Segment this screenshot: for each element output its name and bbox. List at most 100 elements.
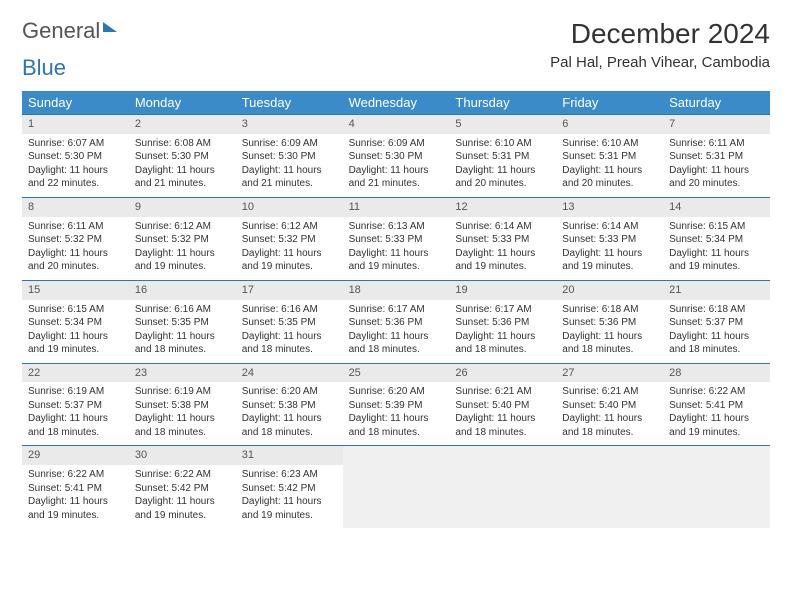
daylight-line: Daylight: 11 hours and 18 minutes. [242, 412, 337, 439]
calendar-day-cell: 26Sunrise: 6:21 AMSunset: 5:40 PMDayligh… [449, 364, 556, 446]
sunset-line: Sunset: 5:32 PM [135, 233, 230, 247]
day-number: 5 [449, 115, 556, 134]
daylight-line: Daylight: 11 hours and 19 minutes. [669, 247, 764, 274]
calendar-weeks: 1Sunrise: 6:07 AMSunset: 5:30 PMDaylight… [22, 114, 770, 528]
calendar-week-row: 29Sunrise: 6:22 AMSunset: 5:41 PMDayligh… [22, 445, 770, 528]
calendar-day-cell: 12Sunrise: 6:14 AMSunset: 5:33 PMDayligh… [449, 198, 556, 280]
daylight-line: Daylight: 11 hours and 18 minutes. [562, 330, 657, 357]
day-header-cell: Monday [129, 91, 236, 114]
daylight-line: Daylight: 11 hours and 18 minutes. [349, 330, 444, 357]
daylight-line: Daylight: 11 hours and 20 minutes. [669, 164, 764, 191]
day-number: 1 [22, 115, 129, 134]
sunrise-line: Sunrise: 6:13 AM [349, 220, 444, 234]
calendar-day-cell: 7Sunrise: 6:11 AMSunset: 5:31 PMDaylight… [663, 115, 770, 197]
daylight-line: Daylight: 11 hours and 19 minutes. [455, 247, 550, 274]
calendar-week-row: 22Sunrise: 6:19 AMSunset: 5:37 PMDayligh… [22, 363, 770, 446]
sunset-line: Sunset: 5:41 PM [28, 482, 123, 496]
day-header-cell: Tuesday [236, 91, 343, 114]
daylight-line: Daylight: 11 hours and 19 minutes. [669, 412, 764, 439]
sunset-line: Sunset: 5:33 PM [349, 233, 444, 247]
calendar-day-cell: 13Sunrise: 6:14 AMSunset: 5:33 PMDayligh… [556, 198, 663, 280]
day-header-cell: Friday [556, 91, 663, 114]
sunrise-line: Sunrise: 6:09 AM [349, 137, 444, 151]
sunset-line: Sunset: 5:40 PM [562, 399, 657, 413]
day-number: 2 [129, 115, 236, 134]
sunrise-line: Sunrise: 6:14 AM [455, 220, 550, 234]
calendar-day-cell: 18Sunrise: 6:17 AMSunset: 5:36 PMDayligh… [343, 281, 450, 363]
calendar-day-cell: 3Sunrise: 6:09 AMSunset: 5:30 PMDaylight… [236, 115, 343, 197]
daylight-line: Daylight: 11 hours and 18 minutes. [562, 412, 657, 439]
daylight-line: Daylight: 11 hours and 18 minutes. [135, 412, 230, 439]
sunset-line: Sunset: 5:31 PM [669, 150, 764, 164]
calendar-day-cell: 27Sunrise: 6:21 AMSunset: 5:40 PMDayligh… [556, 364, 663, 446]
sunset-line: Sunset: 5:38 PM [135, 399, 230, 413]
sunrise-line: Sunrise: 6:15 AM [669, 220, 764, 234]
calendar-day-cell: 24 Sunrise: 6:20 AMSunset: 5:38 PMDayligh… [236, 364, 343, 446]
day-number: 6 [556, 115, 663, 134]
sunrise-line: Sunrise: 6:20 AM [242, 385, 337, 399]
sunset-line: Sunset: 5:30 PM [349, 150, 444, 164]
sunset-line: Sunset: 5:31 PM [562, 150, 657, 164]
sunrise-line: Sunrise: 6:21 AM [562, 385, 657, 399]
page-location: Pal Hal, Preah Vihear, Cambodia [550, 54, 770, 71]
daylight-line: Daylight: 11 hours and 21 minutes. [135, 164, 230, 191]
daylight-line: Daylight: 11 hours and 19 minutes. [242, 495, 337, 522]
calendar-day-cell: 19Sunrise: 6:17 AMSunset: 5:36 PMDayligh… [449, 281, 556, 363]
day-number: 17 [236, 281, 343, 300]
sunset-line: Sunset: 5:34 PM [669, 233, 764, 247]
sunrise-line: Sunrise: 6:17 AM [455, 303, 550, 317]
sunset-line: Sunset: 5:41 PM [669, 399, 764, 413]
daylight-line: Daylight: 11 hours and 18 minutes. [455, 330, 550, 357]
logo: General [22, 18, 117, 44]
sunrise-line: Sunrise: 6:08 AM [135, 137, 230, 151]
sunrise-line: Sunrise: 6:11 AM [669, 137, 764, 151]
sunset-line: Sunset: 5:30 PM [135, 150, 230, 164]
day-number: 15 [22, 281, 129, 300]
sunset-line: Sunset: 5:30 PM [242, 150, 337, 164]
daylight-line: Daylight: 11 hours and 20 minutes. [562, 164, 657, 191]
daylight-line: Daylight: 11 hours and 19 minutes. [349, 247, 444, 274]
day-header-cell: Sunday [22, 91, 129, 114]
calendar-day-cell: 25Sunrise: 6:20 AMSunset: 5:39 PMDayligh… [343, 364, 450, 446]
day-number: 3 [236, 115, 343, 134]
calendar-week-row: 15Sunrise: 6:15 AMSunset: 5:34 PMDayligh… [22, 280, 770, 363]
daylight-line: Daylight: 11 hours and 18 minutes. [669, 330, 764, 357]
sunset-line: Sunset: 5:38 PM [242, 399, 337, 413]
calendar-day-cell: 9Sunrise: 6:12 AMSunset: 5:32 PMDaylight… [129, 198, 236, 280]
sunrise-line: Sunrise: 6:22 AM [135, 468, 230, 482]
logo-text-general: General [22, 18, 100, 44]
sunset-line: Sunset: 5:31 PM [455, 150, 550, 164]
calendar-empty-cell [343, 446, 450, 528]
sunrise-line: Sunrise: 6:09 AM [242, 137, 337, 151]
calendar-day-cell: 20Sunrise: 6:18 AMSunset: 5:36 PMDayligh… [556, 281, 663, 363]
calendar-day-cell: 17Sunrise: 6:16 AMSunset: 5:35 PMDayligh… [236, 281, 343, 363]
sunrise-line: Sunrise: 6:07 AM [28, 137, 123, 151]
sunrise-line: Sunrise: 6:18 AM [669, 303, 764, 317]
calendar-week-row: 1Sunrise: 6:07 AMSunset: 5:30 PMDaylight… [22, 114, 770, 197]
day-header-cell: Thursday [449, 91, 556, 114]
sunset-line: Sunset: 5:33 PM [455, 233, 550, 247]
sunset-line: Sunset: 5:36 PM [455, 316, 550, 330]
daylight-line: Daylight: 11 hours and 18 minutes. [455, 412, 550, 439]
sunrise-line: Sunrise: 6:12 AM [242, 220, 337, 234]
day-number: 22 [22, 364, 129, 383]
daylight-line: Daylight: 11 hours and 20 minutes. [455, 164, 550, 191]
sunrise-line: Sunrise: 6:14 AM [562, 220, 657, 234]
daylight-line: Daylight: 11 hours and 19 minutes. [242, 247, 337, 274]
calendar-day-cell: 21Sunrise: 6:18 AMSunset: 5:37 PMDayligh… [663, 281, 770, 363]
day-header-cell: Wednesday [343, 91, 450, 114]
calendar-day-cell: 11Sunrise: 6:13 AMSunset: 5:33 PMDayligh… [343, 198, 450, 280]
sunrise-line: Sunrise: 6:11 AM [28, 220, 123, 234]
calendar-day-cell: 5Sunrise: 6:10 AMSunset: 5:31 PMDaylight… [449, 115, 556, 197]
calendar-day-cell: 14Sunrise: 6:15 AMSunset: 5:34 PMDayligh… [663, 198, 770, 280]
day-number: 24 [236, 364, 343, 383]
sunrise-line: Sunrise: 6:23 AM [242, 468, 337, 482]
sunset-line: Sunset: 5:37 PM [28, 399, 123, 413]
sunrise-line: Sunrise: 6:20 AM [349, 385, 444, 399]
sunset-line: Sunset: 5:36 PM [349, 316, 444, 330]
day-number: 26 [449, 364, 556, 383]
day-number: 28 [663, 364, 770, 383]
daylight-line: Daylight: 11 hours and 20 minutes. [28, 247, 123, 274]
day-number: 20 [556, 281, 663, 300]
calendar-day-cell: 16Sunrise: 6:16 AMSunset: 5:35 PMDayligh… [129, 281, 236, 363]
